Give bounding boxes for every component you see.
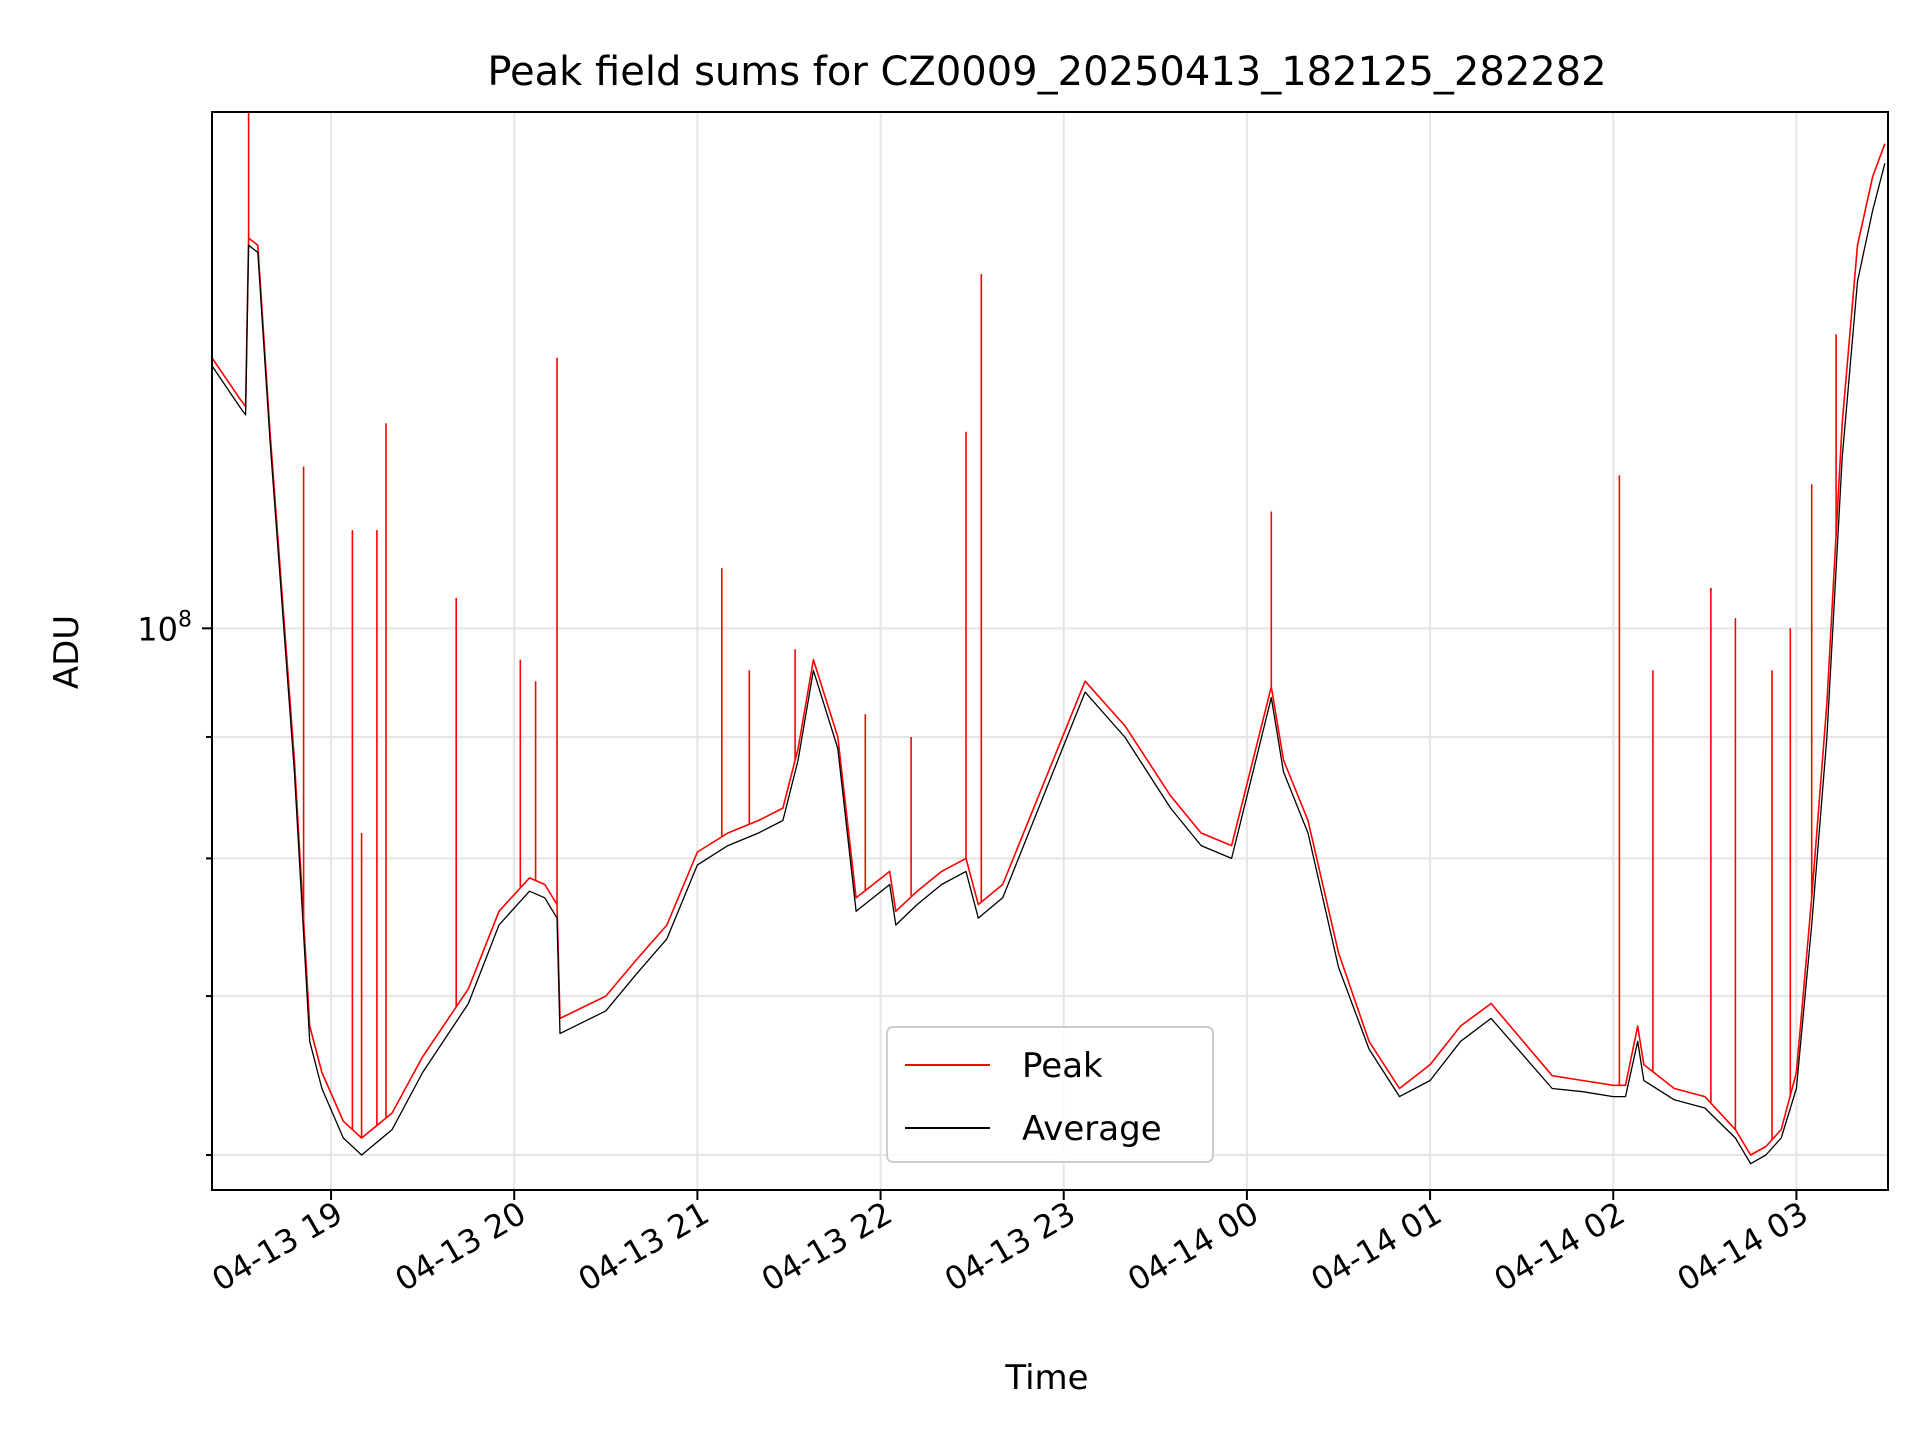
x-tick-label: 04-13 19 [205, 1194, 349, 1299]
x-tick-label: 04-14 01 [1304, 1194, 1448, 1299]
legend: Peak Average [886, 1026, 1214, 1163]
y-tick-label: 108 [137, 607, 192, 648]
x-tick-label: 04-14 00 [1121, 1194, 1265, 1299]
legend-label-peak: Peak [1022, 1046, 1103, 1086]
y-tick-base: 10 [137, 610, 178, 648]
chart-title: Peak field sums for CZ0009_20250413_1821… [487, 49, 1606, 95]
x-axis: 04-13 19 04-13 20 04-13 21 04-13 22 04-13 23… [205, 1190, 1814, 1299]
y-axis-label: ADU [47, 615, 87, 689]
series-line-average [212, 163, 1886, 1165]
x-tick-label: 04-14 02 [1488, 1194, 1632, 1299]
series-layer [212, 112, 1886, 1165]
y-axis: 108 [137, 607, 212, 1157]
axes-frame [211, 111, 1889, 1191]
grid [212, 112, 1888, 1190]
x-axis-label: Time [1004, 1358, 1088, 1398]
x-tick-label: 04-14 03 [1671, 1194, 1815, 1299]
x-tick-label: 04-13 22 [755, 1194, 899, 1299]
x-tick-label: 04-13 23 [938, 1194, 1082, 1299]
x-tick-label: 04-13 20 [389, 1194, 533, 1299]
legend-label-average: Average [1022, 1109, 1162, 1149]
series-line-peak [212, 143, 1886, 1156]
x-tick-label: 04-13 21 [572, 1194, 716, 1299]
y-tick-exponent: 8 [178, 607, 192, 632]
